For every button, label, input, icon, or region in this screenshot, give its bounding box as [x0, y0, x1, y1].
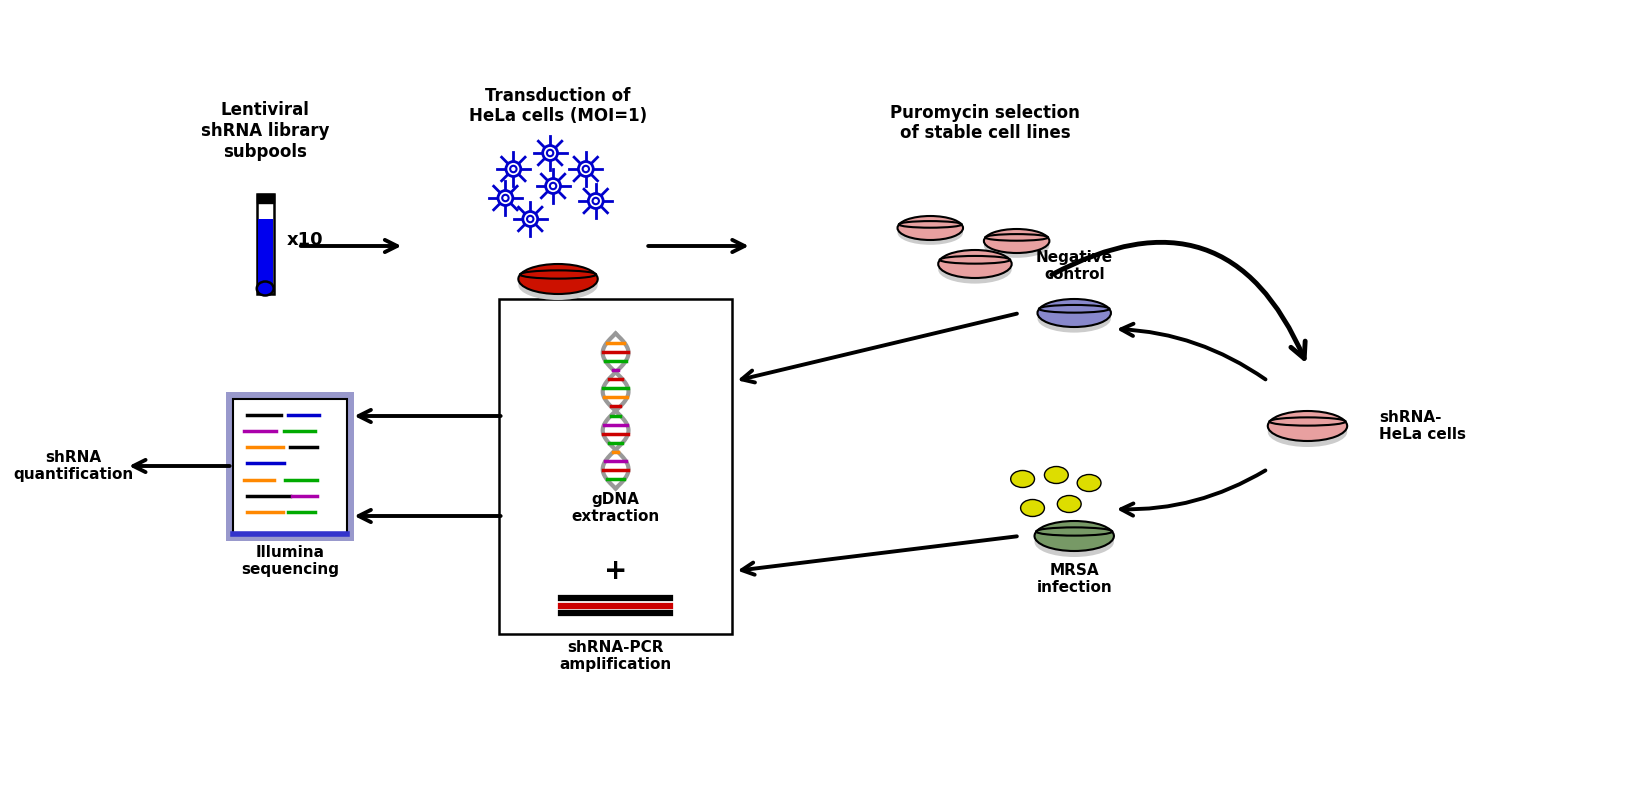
Text: Transduction of
HeLa cells (MOI=1): Transduction of HeLa cells (MOI=1)	[468, 86, 647, 126]
Text: Illumina
sequencing: Illumina sequencing	[242, 545, 338, 577]
Circle shape	[542, 146, 557, 161]
Ellipse shape	[984, 234, 1050, 258]
Text: Negative
control: Negative control	[1035, 250, 1112, 282]
Bar	[256, 194, 274, 293]
Text: shRNA-PCR
amplification: shRNA-PCR amplification	[560, 640, 672, 672]
Ellipse shape	[938, 250, 1012, 278]
Ellipse shape	[1035, 521, 1114, 551]
Ellipse shape	[1045, 467, 1068, 483]
Text: shRNA
quantification: shRNA quantification	[13, 450, 133, 483]
Bar	[256, 194, 274, 202]
Circle shape	[503, 195, 509, 201]
Circle shape	[578, 161, 593, 176]
Circle shape	[550, 183, 557, 189]
Bar	[258, 218, 273, 292]
Ellipse shape	[1058, 495, 1081, 513]
Ellipse shape	[897, 221, 963, 244]
Circle shape	[588, 194, 603, 209]
Circle shape	[545, 179, 560, 194]
Text: gDNA
extraction: gDNA extraction	[572, 492, 660, 524]
Text: Lentiviral
shRNA library
subpools: Lentiviral shRNA library subpools	[200, 101, 330, 161]
Ellipse shape	[518, 270, 598, 300]
Ellipse shape	[897, 216, 963, 240]
Ellipse shape	[1020, 499, 1045, 517]
Circle shape	[511, 166, 516, 172]
Ellipse shape	[256, 282, 274, 296]
Text: +: +	[605, 557, 628, 585]
Ellipse shape	[1078, 475, 1101, 491]
Circle shape	[547, 149, 554, 156]
Ellipse shape	[1035, 527, 1114, 557]
Text: MRSA
infection: MRSA infection	[1037, 563, 1112, 595]
Circle shape	[506, 161, 521, 176]
Circle shape	[527, 216, 534, 222]
Ellipse shape	[1010, 471, 1035, 487]
Bar	[233, 399, 347, 533]
Bar	[227, 392, 353, 540]
Circle shape	[498, 191, 513, 206]
Circle shape	[593, 198, 600, 204]
Ellipse shape	[518, 264, 598, 294]
Text: shRNA-
HeLa cells: shRNA- HeLa cells	[1378, 410, 1466, 442]
Circle shape	[583, 166, 590, 172]
Text: Puromycin selection
of stable cell lines: Puromycin selection of stable cell lines	[891, 104, 1079, 142]
Bar	[499, 298, 733, 634]
Ellipse shape	[1268, 417, 1347, 447]
Circle shape	[522, 211, 537, 226]
Ellipse shape	[984, 229, 1050, 253]
Ellipse shape	[1037, 305, 1111, 332]
Ellipse shape	[938, 255, 1012, 284]
Ellipse shape	[1037, 299, 1111, 327]
Text: x10: x10	[288, 231, 324, 249]
Ellipse shape	[1268, 411, 1347, 441]
